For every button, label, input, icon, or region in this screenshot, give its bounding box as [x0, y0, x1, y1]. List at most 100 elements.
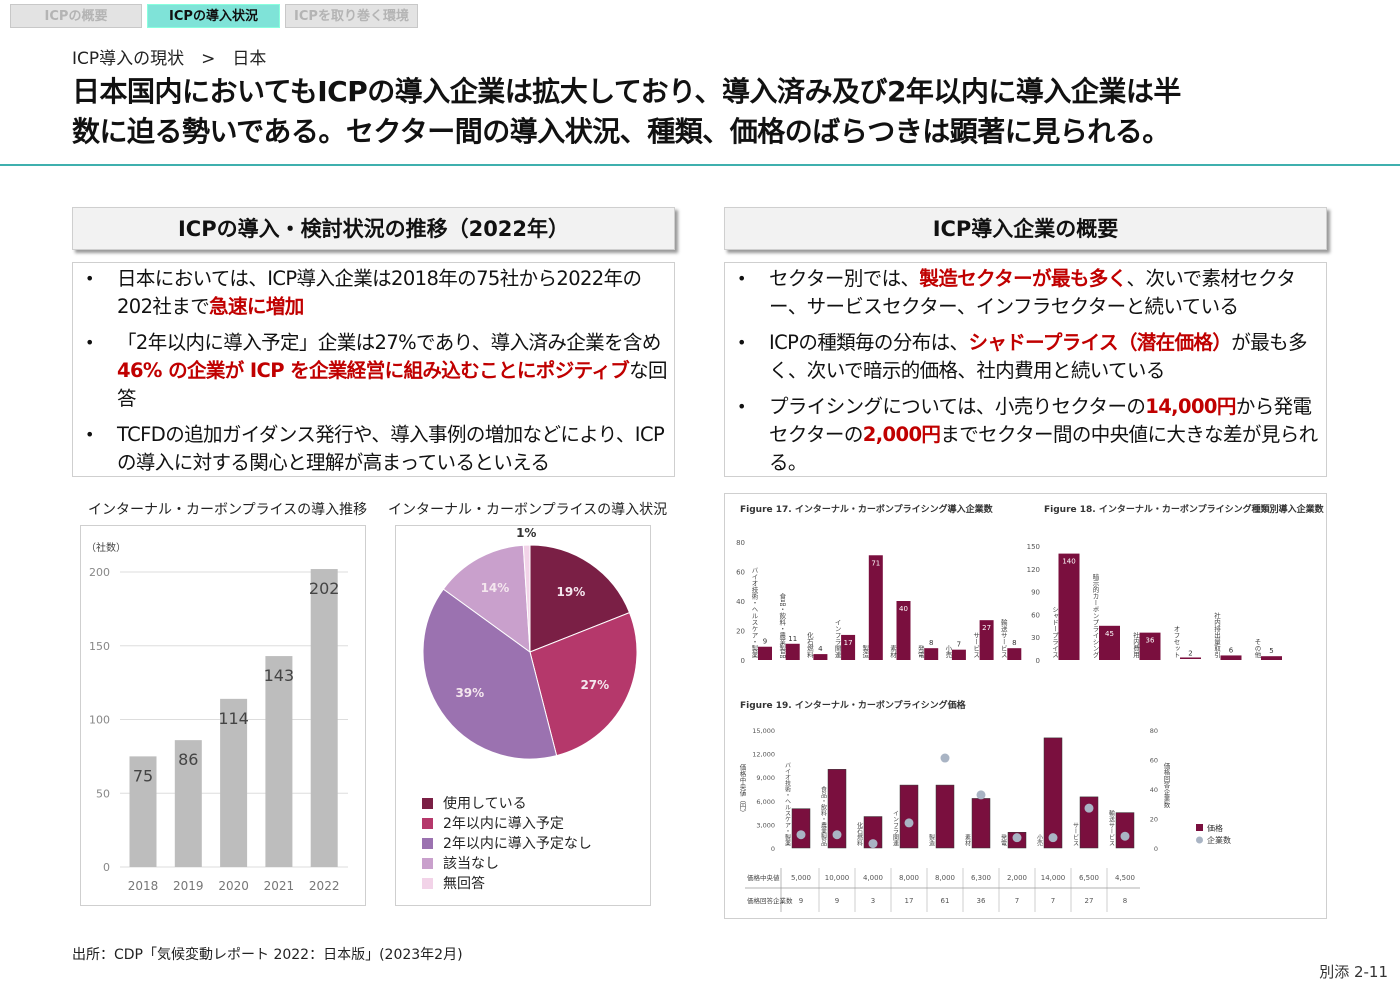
- table-cell: 6,300: [971, 874, 991, 882]
- pie-slice-label: 27%: [580, 678, 609, 692]
- category-label: 食品・飲料・農業製品: [820, 785, 827, 847]
- pie-slice-2年以内に導入予定: [529, 611, 638, 757]
- tab-icp-environment[interactable]: ICPを取り巻く環境: [285, 4, 418, 28]
- price-bar-小売: [1043, 737, 1063, 849]
- page-number: 別添 2-11: [1319, 963, 1388, 981]
- company-count-dot-輸送サービス: [1120, 831, 1130, 841]
- bullet-text: 、次いで素材セクター、サービスセクター、インフラセクターと続いている: [769, 267, 1296, 318]
- pie-slice-無回答: [522, 544, 531, 653]
- price-bar-サービス: [1079, 796, 1099, 849]
- y2-tick-label: 60: [1150, 757, 1158, 765]
- bar-素材: [896, 601, 911, 660]
- left-section-header: ICPの導入・検討状況の推移（2022年）: [72, 207, 675, 250]
- pie-slice-label: 19%: [557, 585, 586, 599]
- category-label: バイオ技術・ヘルスケア・製薬: [750, 567, 758, 660]
- tab-icp-overview[interactable]: ICPの概要: [10, 4, 142, 28]
- legend-item: 使用している: [422, 796, 527, 812]
- category-label: サービス: [972, 632, 980, 659]
- category-label: 化石燃料: [805, 631, 813, 660]
- trend-chart-panel: [80, 525, 366, 906]
- bar-value-label: 140: [1062, 558, 1075, 566]
- category-label: 輸送サービス: [1108, 809, 1115, 846]
- title-divider: [0, 164, 1400, 166]
- x-tick-label: 2022: [309, 879, 340, 893]
- y-axis-label: （社数）: [86, 541, 126, 554]
- bar-バイオ技術・ヘルスケア・製薬: [758, 646, 772, 660]
- y-tick-label: 80: [736, 539, 745, 547]
- category-label: 発電: [1000, 833, 1007, 847]
- bar-value-label: 4: [818, 645, 823, 653]
- x-tick-label: 2018: [128, 879, 159, 893]
- tab-icp-adoption-status[interactable]: ICPの導入状況: [147, 4, 280, 28]
- legend-item: 該当なし: [422, 856, 499, 872]
- pie-slice-使用している: [529, 544, 631, 653]
- company-count-dot-バイオ技術・ヘルスケア・製薬: [796, 830, 806, 840]
- category-label: 製造: [928, 833, 935, 847]
- bar-value-label: 45: [1105, 630, 1114, 638]
- bar-2019: [174, 740, 202, 867]
- table-cell: 9: [835, 897, 839, 905]
- table-cell: 7: [1015, 897, 1019, 905]
- y-tick-label: 3,000: [756, 821, 775, 829]
- y-tick-label: 15,000: [752, 727, 775, 735]
- bullet-item: セクター別では、製造セクターが最も多く、次いで素材セクター、サービスセクター、イ…: [729, 265, 1322, 321]
- y-tick-label: 0: [771, 845, 775, 853]
- bar-輸送サービス: [1007, 648, 1022, 660]
- legend-label: 企業数: [1207, 835, 1231, 845]
- right-bullet-list: セクター別では、製造セクターが最も多く、次いで素材セクター、サービスセクター、イ…: [724, 262, 1327, 477]
- figure-title: Figure 17. インターナル・カーボンプライシング導入企業数: [740, 503, 994, 515]
- y-tick-label: 40: [736, 598, 745, 606]
- bullet-text: から発電セクターの: [769, 395, 1312, 446]
- category-label: 食品・飲料・農業製品: [778, 592, 786, 660]
- y2-axis-label: 価格回答企業数: [1162, 761, 1170, 809]
- table-row-label: 価格中央値: [747, 873, 780, 882]
- price-bar-素材: [971, 798, 991, 849]
- y-tick-label: 0: [103, 861, 110, 874]
- bullet-item: ICPの種類毎の分布は、シャドープライス（潜在価格）が最も多く、次いで暗示的価格…: [729, 329, 1322, 385]
- bar-2021: [265, 656, 293, 867]
- legend-swatch: [422, 798, 433, 809]
- legend-label: 2年以内に導入予定: [443, 816, 564, 832]
- highlight-text: シャドープライス（潜在価格）: [968, 331, 1232, 354]
- table-cell: 4,000: [863, 874, 883, 882]
- company-count-dot-発電: [1012, 833, 1022, 843]
- category-label: 素材: [964, 833, 971, 846]
- bar-value-label: 2: [1188, 649, 1192, 657]
- bar-2022: [310, 569, 338, 867]
- y-tick-label: 20: [736, 628, 745, 636]
- bar-value-label: 11: [788, 635, 797, 643]
- y-tick-label: 90: [1031, 589, 1040, 597]
- category-label: 小売: [944, 644, 952, 660]
- y-tick-label: 0: [741, 657, 745, 665]
- category-label: 社内排出量取引: [1213, 611, 1221, 659]
- y-tick-label: 9,000: [756, 774, 775, 782]
- x-tick-label: 2021: [264, 879, 295, 893]
- y2-tick-label: 0: [1154, 845, 1158, 853]
- bar-製造: [868, 555, 883, 660]
- bar-value-label: 86: [178, 750, 198, 769]
- table-cell: 17: [905, 897, 914, 905]
- breadcrumb: ICP導入の現状 > 日本: [72, 49, 267, 69]
- bullet-text: までセクター間の中央値に大きな差が見られる。: [769, 423, 1318, 474]
- table-cell: 3: [871, 897, 875, 905]
- bullet-text: な回答: [117, 359, 668, 410]
- legend-label: 無回答: [443, 876, 485, 892]
- table-cell: 14,000: [1041, 874, 1066, 882]
- category-label: インフラ関連: [833, 619, 841, 659]
- bar-value-label: 8: [1012, 639, 1016, 647]
- bar-シャドープライス: [1058, 553, 1080, 660]
- bullet-item: 「2年以内に導入予定」企業は27%であり、導入済み企業を含め 46% の企業が …: [77, 329, 670, 413]
- y-tick-label: 50: [96, 787, 110, 800]
- table-cell: 27: [1085, 897, 1094, 905]
- company-count-dot-食品・飲料・農業製品: [832, 830, 842, 840]
- highlight-text: 製造セクターが最も多く: [919, 267, 1127, 290]
- bar-発電: [924, 648, 939, 660]
- table-cell: 6,500: [1079, 874, 1099, 882]
- y-tick-label: 100: [89, 714, 110, 727]
- category-label: 化石燃料: [856, 821, 863, 847]
- highlight-text: 急速に増加: [209, 295, 304, 318]
- legend-label: 該当なし: [443, 856, 499, 872]
- table-cell: 61: [941, 897, 950, 905]
- bar-value-label: 40: [899, 605, 908, 613]
- table-cell: 9: [799, 897, 803, 905]
